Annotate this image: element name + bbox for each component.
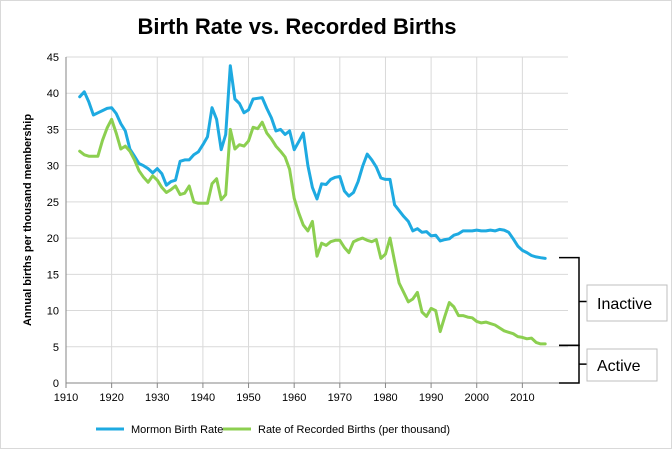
x-tick-label-1950: 1950 xyxy=(236,392,260,404)
axes: 0 5 10 15 20 25 30 35 40 45 1910 1920 1930 1940 1950 19… xyxy=(47,52,568,404)
y-tick-label-35: 35 xyxy=(47,124,59,136)
x-tick-label-1990: 1990 xyxy=(419,392,443,404)
y-tick-label-15: 15 xyxy=(47,269,59,281)
inactive-label-box xyxy=(586,284,668,322)
inactive-label: Inactive xyxy=(597,296,652,313)
chart-title: Birth Rate vs. Recorded Births xyxy=(137,14,456,39)
active-bracket xyxy=(559,344,587,384)
y-tick-label-45: 45 xyxy=(47,52,59,64)
x-tick-label-1930: 1930 xyxy=(145,392,169,404)
annotations: Inactive Active xyxy=(559,256,668,384)
y-tick-label-40: 40 xyxy=(47,88,59,100)
gridlines xyxy=(66,56,568,383)
y-tick-label-20: 20 xyxy=(47,233,59,245)
x-tick-label-2010: 2010 xyxy=(510,392,534,404)
x-tick-label-1920: 1920 xyxy=(99,392,123,404)
series-line-recorded-births xyxy=(78,117,547,346)
y-tick-label-5: 5 xyxy=(53,342,59,354)
x-tick-label-1940: 1940 xyxy=(191,392,215,404)
y-axis-label: Annual births per thousand membership xyxy=(22,114,34,326)
x-tick-label-1960: 1960 xyxy=(282,392,306,404)
y-tick-label-0: 0 xyxy=(53,378,59,390)
series-line-mormon-birth-rate xyxy=(78,64,547,260)
legend: Mormon Birth Rate Rate of Recorded Births… xyxy=(96,424,450,436)
x-tick-label-1910: 1910 xyxy=(54,392,78,404)
y-tick-label-25: 25 xyxy=(47,197,59,209)
active-label-box xyxy=(586,348,658,382)
x-tick-label-1970: 1970 xyxy=(328,392,352,404)
series-lines xyxy=(78,64,547,346)
y-tick-label-10: 10 xyxy=(47,306,59,318)
x-tick-label-2000: 2000 xyxy=(464,392,488,404)
x-tick-label-1980: 1980 xyxy=(373,392,397,404)
active-label: Active xyxy=(597,358,641,375)
y-tick-label-30: 30 xyxy=(47,161,59,173)
legend-label-mormon-birth-rate: Mormon Birth Rate xyxy=(131,424,223,436)
inactive-bracket xyxy=(559,256,587,347)
legend-label-recorded-births: Rate of Recorded Births (per thousand) xyxy=(258,424,450,436)
